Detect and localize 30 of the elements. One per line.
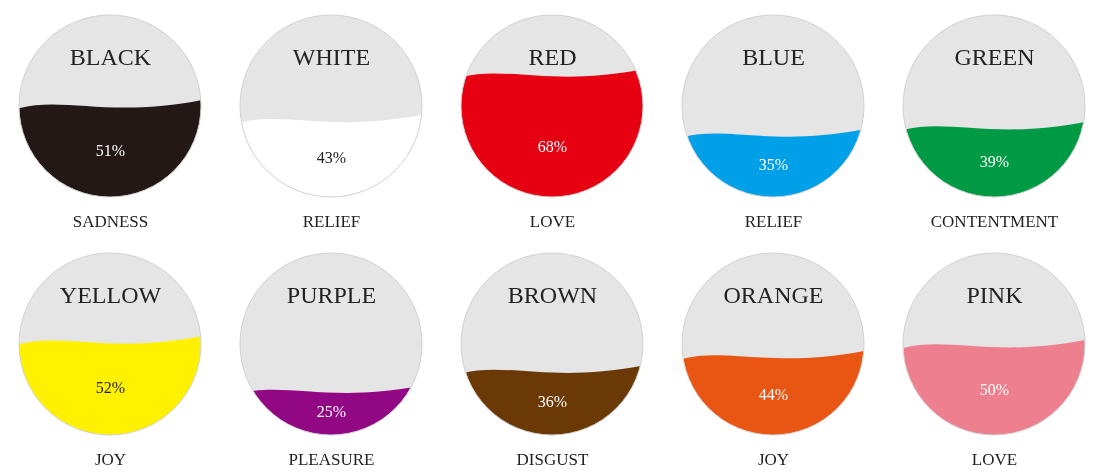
data-label: 50% xyxy=(978,380,1011,399)
text: GREEN xyxy=(953,44,1036,71)
text: LOVE xyxy=(970,450,1019,470)
text: BLUE xyxy=(741,44,806,71)
text: LOVE xyxy=(528,212,577,232)
data-label: 68% xyxy=(536,138,569,156)
text: JOY xyxy=(93,450,128,470)
text: SADNESS xyxy=(71,212,150,232)
text: RED xyxy=(527,44,578,71)
data-label: 25% xyxy=(315,403,348,422)
text: PURPLE xyxy=(285,282,378,309)
text: PLEASURE xyxy=(287,450,376,470)
data-label: 44% xyxy=(757,385,790,404)
text: CONTENTMENT xyxy=(929,212,1060,232)
text: PINK xyxy=(965,282,1024,309)
text: BLACK xyxy=(68,44,153,71)
text: ORANGE xyxy=(722,282,825,309)
data-label: 35% xyxy=(757,156,790,175)
text: JOY xyxy=(756,450,791,470)
text: RELIEF xyxy=(301,212,362,232)
data-label: 36% xyxy=(536,393,569,412)
text: BROWN xyxy=(506,282,599,309)
data-label: 52% xyxy=(94,378,127,397)
data-label: 51% xyxy=(94,141,127,160)
data-label: 39% xyxy=(978,152,1011,171)
text: RELIEF xyxy=(743,212,804,232)
data-label: 43% xyxy=(315,148,348,167)
text: YELLOW xyxy=(58,282,163,309)
text: DISGUST xyxy=(515,450,590,470)
text: WHITE xyxy=(291,44,372,71)
